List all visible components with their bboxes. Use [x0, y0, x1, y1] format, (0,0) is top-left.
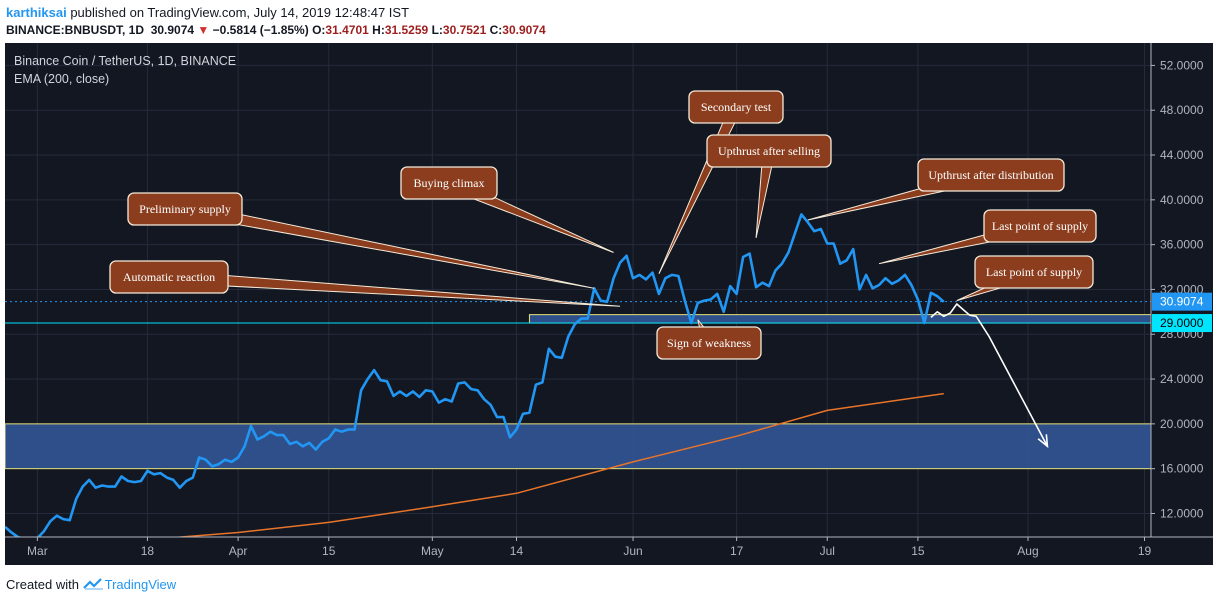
projection-arrowhead: [1037, 434, 1049, 449]
time-tick-label: 18: [141, 544, 155, 558]
open-value: 31.4701: [325, 23, 369, 37]
annotation-callout: Sign of weakness: [656, 319, 762, 360]
ema-line: [166, 392, 944, 539]
level-label-box-level: [1152, 314, 1212, 333]
time-tick-label: 14: [510, 544, 524, 558]
high-value: 31.5259: [384, 23, 429, 37]
ema-series: [166, 392, 944, 539]
price-change: −0.5814 (−1.85%): [212, 23, 309, 37]
down-triangle-icon: ▼: [197, 23, 210, 37]
annotation-callout: Upthrust after distribution: [807, 158, 1065, 221]
open-label: O:: [312, 23, 326, 37]
created-with-label: Created with: [6, 577, 79, 592]
close-value: 30.9074: [502, 23, 546, 37]
chart-frame[interactable]: Automatic reaction Preliminary supply Buyi…: [4, 43, 1213, 565]
ohlc-line: BINANCE:BNBUSDT, 1D 30.9074 ▼ −0.5814 (−…: [6, 23, 546, 37]
annotation-box: [974, 255, 1094, 289]
annotation-callout: Last point of supply: [956, 255, 1094, 302]
price-tick-label: 36.0000: [1160, 238, 1204, 252]
level-label-last: 30.9074: [1160, 295, 1204, 309]
close-label: C:: [489, 23, 503, 37]
publish-header: karthiksai published on TradingView.com,…: [0, 0, 1221, 42]
price-tick-label: 24.0000: [1160, 372, 1204, 386]
legend-indicator: EMA (200, close): [14, 72, 109, 86]
annotation-label: Last point of supply: [986, 265, 1082, 279]
time-axis[interactable]: Mar 18 Apr 15 May 14 Jun 17 Jul 15 Aug 19: [5, 536, 1213, 565]
low-label: L:: [431, 23, 443, 37]
price-tick-label: 12.0000: [1160, 506, 1204, 520]
last-price: 30.9074: [150, 23, 195, 37]
annotation-label: Upthrust after distribution: [928, 168, 1053, 182]
price-axis[interactable]: 12.000016.000020.000024.000028.000032.00…: [1150, 43, 1213, 565]
annotation-box: [656, 326, 762, 360]
annotation-box: [917, 158, 1065, 192]
zone-2: [528, 314, 1152, 324]
low-value: 30.7521: [442, 23, 487, 37]
plot-background: [5, 43, 1213, 565]
footer: Created with TradingView: [0, 568, 1221, 602]
time-axis-background: [5, 537, 1213, 565]
annotation-box: [983, 209, 1097, 243]
publish-info: published on TradingView.com, July 14, 2…: [66, 5, 410, 20]
price-series: [4, 213, 945, 542]
annotation-label: Last point of supply: [992, 219, 1088, 233]
time-tick-label: Apr: [229, 544, 248, 558]
time-tick-label: Jul: [820, 544, 835, 558]
symbol-label: BINANCE:BNBUSDT, 1D: [6, 23, 145, 37]
annotation-label: Upthrust after selling: [718, 144, 820, 158]
level-label-box-last: [1152, 292, 1212, 311]
annotation-label: Sign of weakness: [667, 336, 751, 350]
price-tick-label: 40.0000: [1160, 193, 1204, 207]
annotation-callout: Secondary test: [658, 90, 784, 274]
annotation-callout: Upthrust after selling: [706, 134, 832, 239]
annotation-label: Secondary test: [701, 100, 772, 114]
price-tick-label: 20.0000: [1160, 417, 1204, 431]
price-line: [4, 213, 945, 542]
projection-line: [930, 303, 1049, 447]
zones: [4, 314, 1152, 470]
tradingview-logo-icon: [82, 578, 103, 590]
annotation-label: Automatic reaction: [123, 270, 215, 284]
annotations: Automatic reaction Preliminary supply Buyi…: [109, 90, 1097, 360]
price-tick-label: 52.0000: [1160, 58, 1204, 72]
annotation-callout: Last point of supply: [878, 209, 1097, 265]
time-tick-label: Mar: [27, 544, 48, 558]
time-tick-label: 17: [730, 544, 744, 558]
level-label-level: 29.0000: [1160, 316, 1204, 330]
projection-path: [930, 303, 1049, 449]
author-name[interactable]: karthiksai: [6, 5, 67, 20]
time-tick-label: 15: [911, 544, 925, 558]
legend-title: Binance Coin / TetherUS, 1D, BINANCE: [14, 54, 236, 68]
annotation-callout: Automatic reaction: [109, 260, 621, 307]
annotation-box: [109, 260, 229, 294]
time-tick-label: Aug: [1017, 544, 1038, 558]
annotation-callout: Buying climax: [400, 166, 614, 253]
price-tick-label: 16.0000: [1160, 462, 1204, 476]
time-tick-label: 19: [1138, 544, 1152, 558]
annotation-callout: Preliminary supply: [127, 192, 595, 289]
zone-1: [4, 423, 1152, 470]
time-tick-label: Jun: [623, 544, 642, 558]
annotation-box: [400, 166, 498, 200]
price-chart[interactable]: Automatic reaction Preliminary supply Buyi…: [4, 43, 1213, 565]
annotation-label: Preliminary supply: [139, 202, 231, 216]
time-tick-label: May: [421, 544, 444, 558]
high-label: H:: [372, 23, 385, 37]
annotation-box: [688, 90, 784, 124]
annotation-box: [706, 134, 832, 168]
time-tick-label: 15: [322, 544, 336, 558]
price-tick-label: 48.0000: [1160, 103, 1204, 117]
annotation-box: [127, 192, 243, 226]
tradingview-brand[interactable]: TradingView: [104, 577, 177, 592]
price-tick-label: 44.0000: [1160, 148, 1204, 162]
publish-line: karthiksai published on TradingView.com,…: [6, 5, 409, 20]
annotation-label: Buying climax: [414, 176, 485, 190]
